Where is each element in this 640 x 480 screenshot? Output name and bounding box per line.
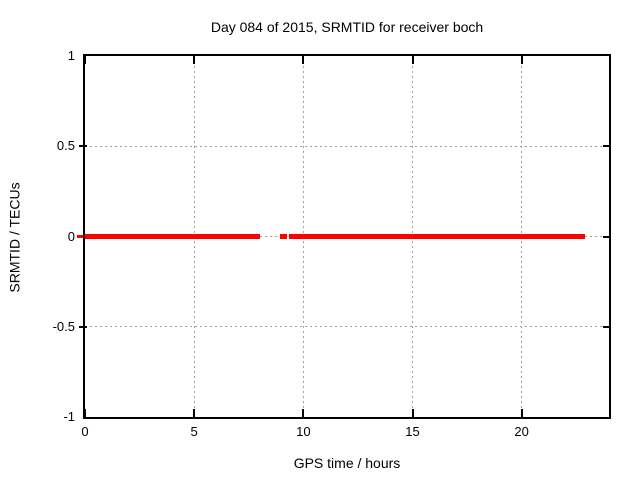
y-tick-label: 0 [67,228,75,244]
y-tick-label: -1 [63,409,75,424]
y-tick [79,325,87,328]
y-tick-right [603,235,611,238]
x-tick-label: 20 [514,424,529,439]
x-tick-label: 5 [190,424,198,439]
y-zero-tick-red [77,235,83,238]
y-tick-label: 0.5 [56,138,75,154]
y-tick-right [603,325,611,328]
y-tick [79,235,87,238]
x-tick [302,409,305,417]
x-tick-top [411,56,414,64]
y-gridline [85,326,609,328]
x-tick-top [520,56,523,64]
y-axis-label: SRMTID / TECUs [6,182,23,293]
x-tick-top [302,56,305,64]
x-tick [193,409,196,417]
x-tick [411,409,414,417]
x-tick-top [84,56,86,64]
series-segment [289,234,585,239]
y-gridline [85,145,609,147]
x-axis-label: GPS time / hours [293,455,401,471]
x-tick-label: 10 [296,424,311,439]
series-segment [280,234,287,239]
series-segment [85,234,260,239]
y-tick-label: -0.5 [52,318,75,334]
x-tick-label: 15 [405,424,420,439]
y-tick [79,145,87,148]
x-tick [84,409,86,417]
x-tick-label: 0 [81,424,89,439]
chart-title: Day 084 of 2015, SRMTID for receiver boc… [210,19,484,35]
y-tick-label: 1 [67,48,75,63]
y-tick-right [603,145,611,148]
x-tick-top [193,56,196,64]
x-tick [520,409,523,417]
